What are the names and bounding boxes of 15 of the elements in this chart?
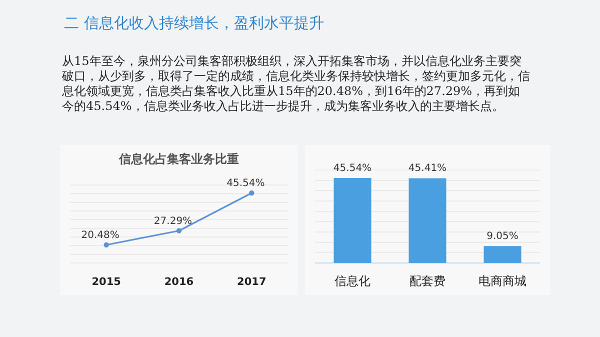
x-tick-label: 电商商城 <box>478 274 526 288</box>
chart-title: 信息化占集客业务比重 <box>118 152 239 166</box>
text: 二 信息化收入持续增长，盈利水平提升 <box>64 14 324 33</box>
data-label: 27.29% <box>154 216 192 227</box>
data-label: 20.48% <box>81 230 120 241</box>
x-tick-label: 信息化 <box>334 274 370 288</box>
x-tick-label: 配套费 <box>410 274 446 288</box>
data-label: 9.05% <box>486 231 518 242</box>
data-label: 45.54% <box>333 163 372 174</box>
text: 从15年至今，泉州分公司集客部积极组织，深入开拓集客市场，并以信息化业务主要突破口，从少到多，取得了一定的成绩，信息化类业务保持较快增长，签约更加多元化，信息化领域更宽，信息类占集客收入比重从15年的20.48%，到16年的27.29%，再到如今的45.54%，信息类业务收入占比进一步提升，成为集客业务收入的主要增长点。 <box>62 54 531 114</box>
data-label: 45.54% <box>226 178 265 189</box>
x-tick-label: 2015 <box>92 276 121 288</box>
x-tick-label: 2017 <box>237 276 266 288</box>
x-tick-label: 2016 <box>164 276 194 288</box>
data-label: 45.41% <box>408 163 447 174</box>
